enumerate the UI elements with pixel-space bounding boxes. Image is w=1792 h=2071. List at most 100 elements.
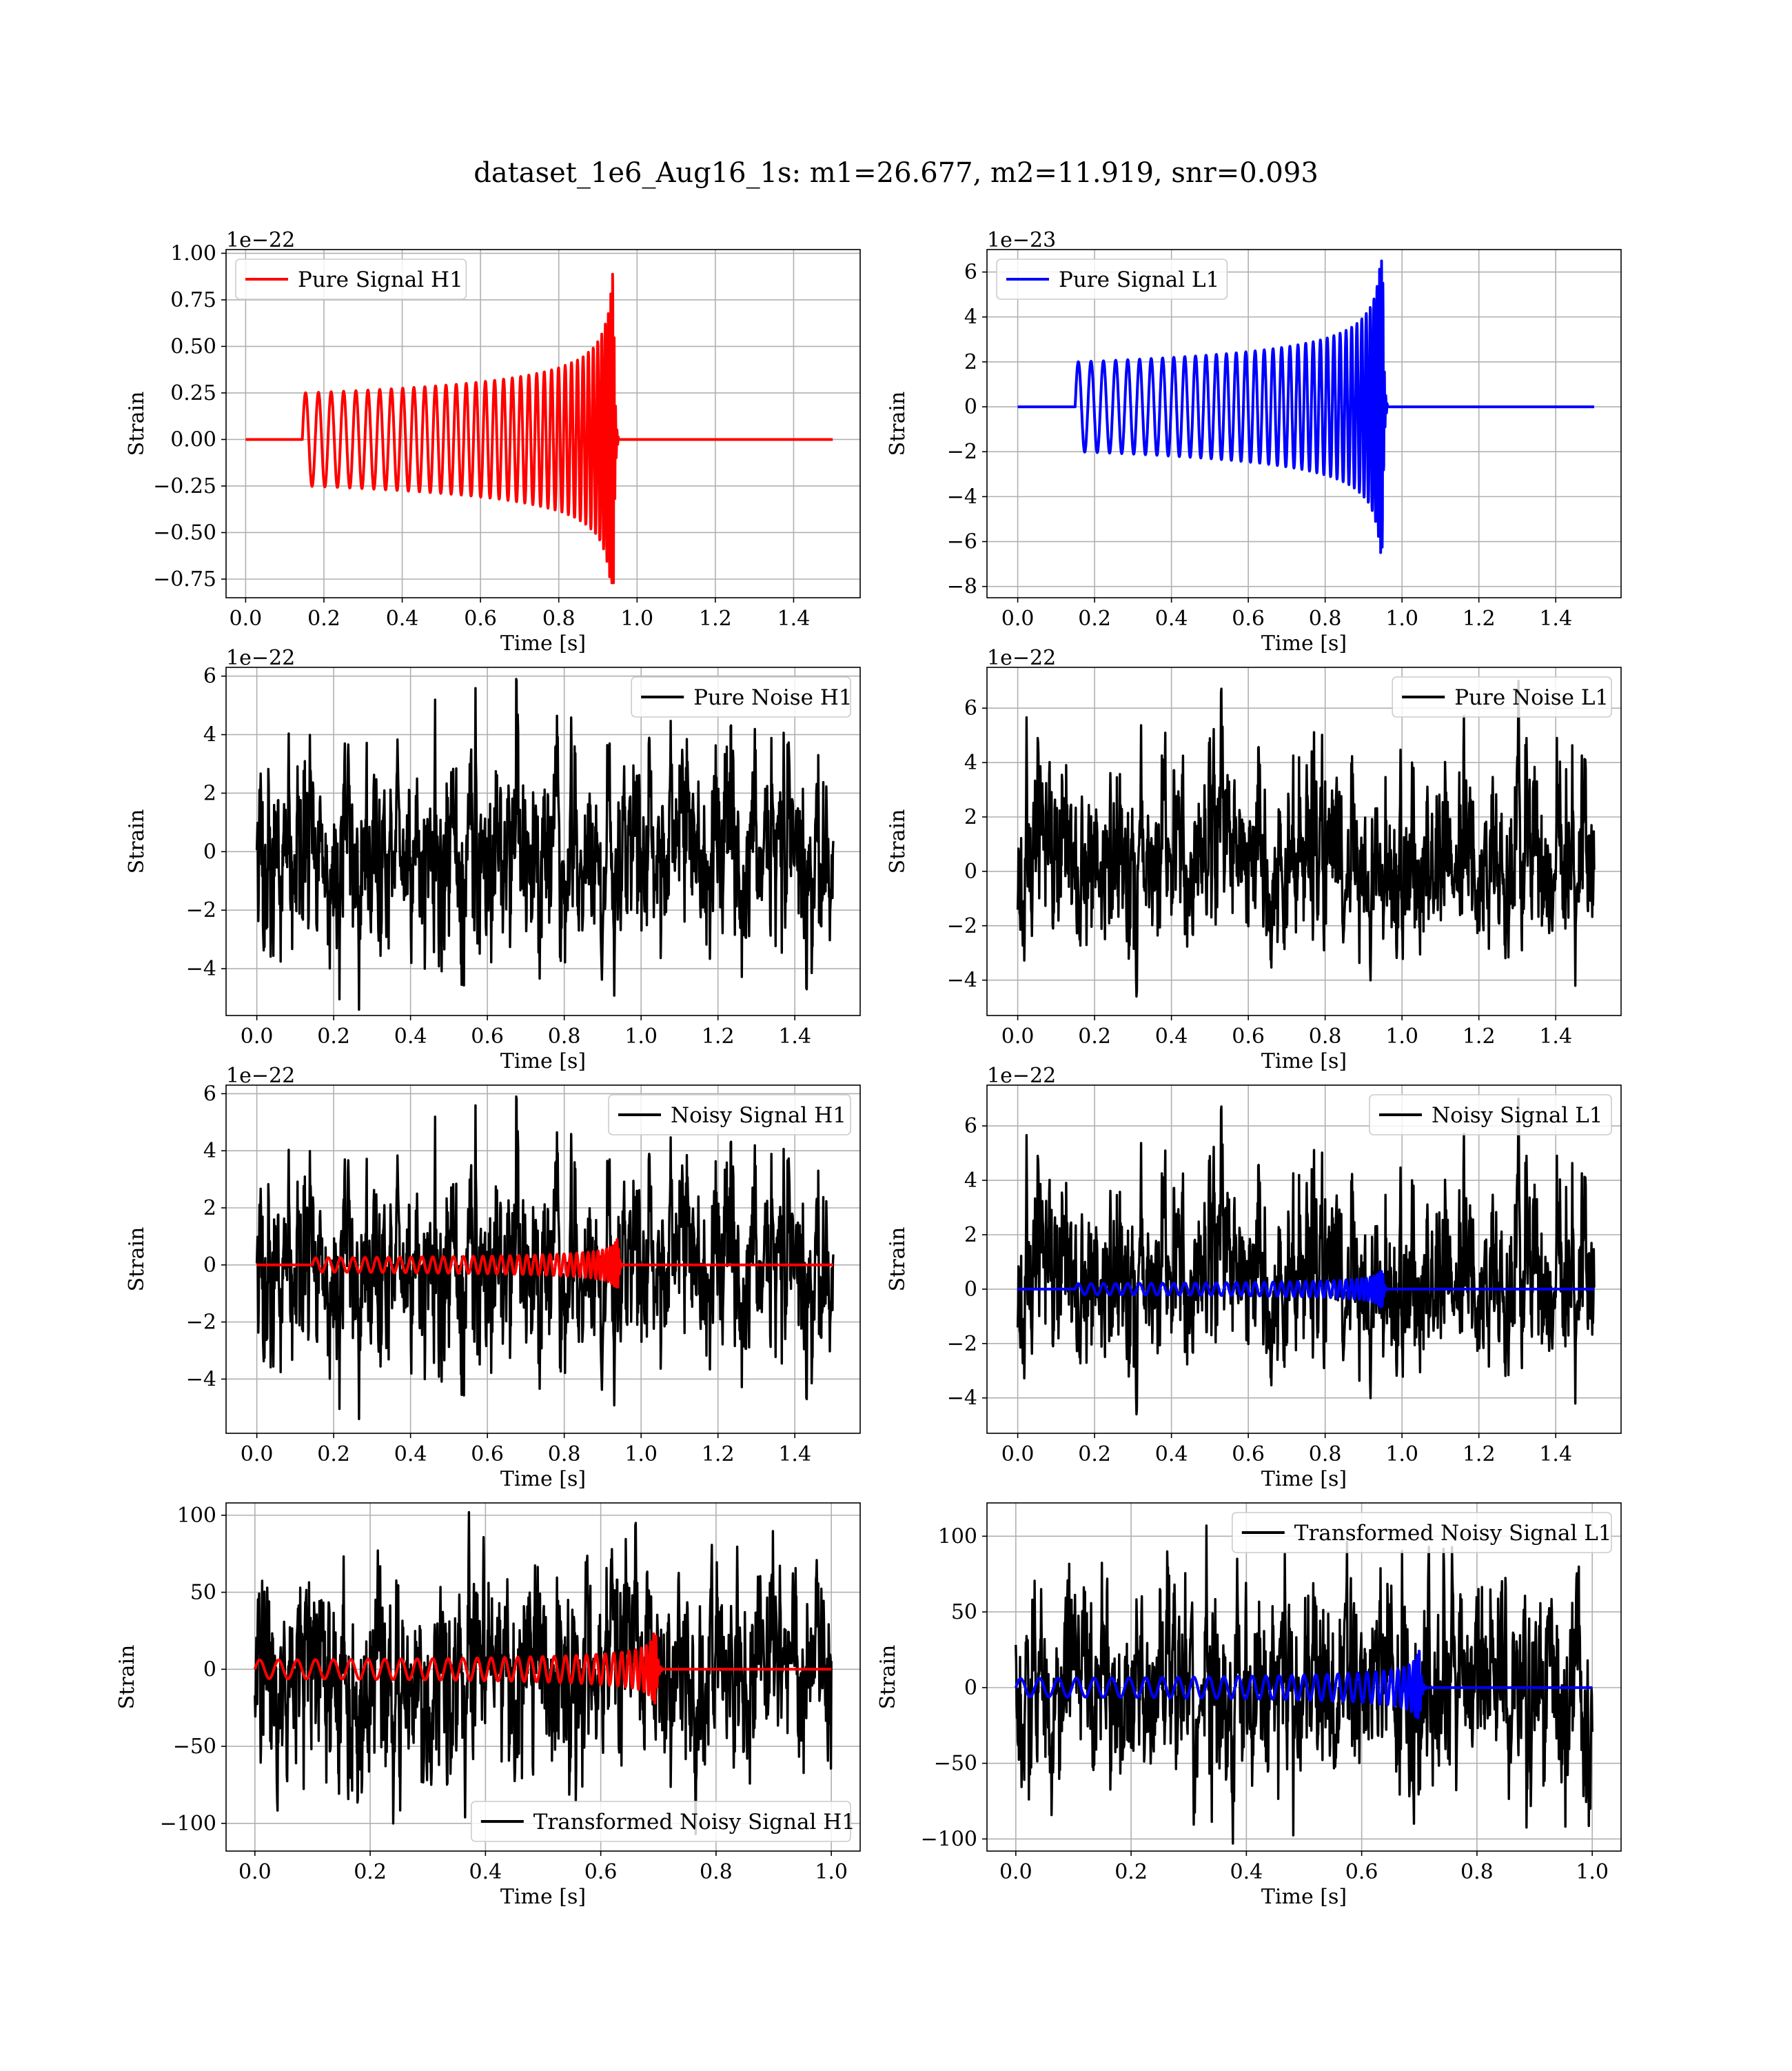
- axis-offset-text: 1e−22: [987, 646, 1056, 670]
- x-tick-label: 0.6: [1232, 1024, 1265, 1049]
- x-tick-label: 0.8: [1309, 1442, 1342, 1466]
- legend: Pure Noise H1: [631, 676, 853, 718]
- x-axis-label: Time [s]: [1261, 1467, 1347, 1491]
- axes-frame: [986, 667, 1622, 1016]
- series-line-transformed-noisy-signal-h1: [254, 1511, 833, 1836]
- y-tick-label: 4: [964, 1169, 977, 1193]
- y-tick-label: 6: [203, 665, 216, 689]
- x-tick-label: 0.6: [1345, 1860, 1378, 1884]
- x-tick-label: 0.2: [354, 1860, 387, 1884]
- x-tick-label: 0.8: [548, 1442, 581, 1466]
- axis-offset-text: 1e−22: [226, 646, 295, 670]
- y-axis-label: Strain: [125, 809, 149, 874]
- x-tick-label: 1.0: [1576, 1860, 1609, 1884]
- y-tick-label: 1.00: [170, 241, 216, 265]
- y-tick-label: −4: [947, 485, 977, 509]
- noisy-signal-l1-panel: 0.0 0.2 0.4 0.6 0.8 1.0 1.2 1.4 −4 −2 0 2 4 6 Time [s]…: [886, 1064, 1622, 1491]
- series-line-chirp-overlay: [1014, 1649, 1594, 1719]
- axis-offset-text: 1e−22: [226, 1064, 295, 1088]
- x-tick-label: 0.6: [1232, 607, 1265, 631]
- y-tick-label: −2: [947, 1332, 977, 1356]
- pure-signal-h1-panel: 0.0 0.2 0.4 0.6 0.8 1.0 1.2 1.4 −0.75 −0.50 −0.25 0…: [125, 228, 861, 656]
- legend-label: Pure Signal L1: [1059, 267, 1219, 292]
- y-axis-label: Strain: [886, 392, 910, 456]
- x-tick-label: 0.2: [307, 607, 340, 631]
- x-tick-label: 0.0: [1001, 607, 1035, 631]
- x-tick-label: 0.8: [542, 607, 576, 631]
- x-tick-label: 1.4: [777, 607, 811, 631]
- y-tick-label: 2: [964, 805, 977, 829]
- x-tick-label: 0.6: [1232, 1442, 1265, 1466]
- x-tick-label: 0.4: [394, 1024, 427, 1049]
- series-line-pure-noise-h1: [255, 678, 835, 1011]
- y-tick-label: −2: [186, 898, 216, 922]
- y-tick-label: 0: [964, 395, 977, 419]
- legend: Pure Signal H1: [235, 259, 467, 300]
- x-axis-label: Time [s]: [1261, 1049, 1347, 1073]
- x-tick-label: 0.0: [230, 607, 263, 631]
- y-tick-label: 0.75: [170, 288, 216, 312]
- y-tick-label: −4: [947, 1386, 977, 1411]
- y-tick-label: −2: [947, 440, 977, 464]
- axes-frame: [225, 249, 861, 598]
- legend: Noisy Signal H1: [608, 1094, 851, 1135]
- axes-frame: [225, 1502, 861, 1852]
- x-tick-label: 1.4: [1539, 1442, 1572, 1466]
- x-tick-label: 0.0: [1001, 1024, 1035, 1049]
- axis-offset-text: 1e−23: [987, 228, 1056, 252]
- y-tick-label: 2: [964, 1223, 977, 1247]
- legend: Pure Signal L1: [996, 259, 1228, 300]
- y-axis-label: Strain: [125, 1227, 149, 1292]
- legend-label: Pure Signal H1: [298, 267, 463, 292]
- x-tick-label: 0.4: [386, 607, 419, 631]
- x-tick-label: 1.2: [699, 607, 732, 631]
- series-line-chirp-overlay: [253, 1632, 833, 1705]
- y-tick-label: 50: [190, 1581, 216, 1605]
- x-tick-label: 0.4: [1230, 1860, 1263, 1884]
- legend-label: Pure Noise H1: [693, 685, 852, 710]
- y-tick-label: −2: [947, 914, 977, 938]
- x-tick-label: 1.2: [702, 1024, 735, 1049]
- x-tick-label: 1.4: [778, 1024, 811, 1049]
- y-tick-label: 0.50: [170, 334, 216, 358]
- x-tick-label: 1.2: [1463, 607, 1496, 631]
- axis-offset-text: 1e−22: [226, 228, 295, 252]
- transformed-noisy-signal-l1-panel: 0.0 0.2 0.4 0.6 0.8 1.0 −100 −50 0 50 100 Time [s] S…: [876, 1502, 1622, 1909]
- pure-signal-l1-panel: 0.0 0.2 0.4 0.6 0.8 1.0 1.2 1.4 −8 −6 −4 −2 0 2 4 6 Time…: [886, 228, 1622, 656]
- legend-label: Transformed Noisy Signal L1: [1294, 1521, 1612, 1546]
- y-tick-label: 0: [203, 1657, 216, 1681]
- x-tick-label: 0.6: [464, 607, 497, 631]
- x-tick-label: 0.6: [584, 1860, 618, 1884]
- pure-noise-l1-panel: 0.0 0.2 0.4 0.6 0.8 1.0 1.2 1.4 −4 −2 0 2 4 6 Time [s]…: [886, 646, 1622, 1073]
- legend-label: Pure Noise L1: [1454, 685, 1609, 710]
- x-tick-label: 1.0: [624, 1024, 658, 1049]
- x-tick-label: 1.4: [1539, 607, 1572, 631]
- y-tick-label: 6: [203, 1082, 216, 1106]
- x-tick-label: 1.2: [1463, 1442, 1496, 1466]
- legend-label: Noisy Signal H1: [671, 1103, 846, 1128]
- x-tick-label: 0.2: [1114, 1860, 1148, 1884]
- x-axis-label: Time [s]: [1261, 1885, 1347, 1909]
- pure-noise-h1-panel: 0.0 0.2 0.4 0.6 0.8 1.0 1.2 1.4 −4 −2 0 2 4 6 Time [s]…: [125, 646, 861, 1073]
- y-tick-label: −6: [947, 530, 977, 554]
- x-tick-label: 0.2: [317, 1442, 350, 1466]
- y-tick-label: −50: [934, 1752, 977, 1776]
- x-tick-label: 0.0: [241, 1442, 274, 1466]
- legend: Transformed Noisy Signal L1: [1232, 1512, 1612, 1553]
- legend: Pure Noise L1: [1392, 676, 1612, 718]
- x-tick-label: 0.4: [394, 1442, 427, 1466]
- x-tick-label: 1.4: [1539, 1024, 1572, 1049]
- y-tick-label: −100: [921, 1827, 977, 1851]
- x-tick-label: 0.0: [238, 1860, 272, 1884]
- x-tick-label: 0.8: [1309, 607, 1342, 631]
- y-tick-label: 6: [964, 261, 977, 285]
- y-tick-label: −2: [186, 1311, 216, 1335]
- x-tick-label: 0.8: [1309, 1024, 1342, 1049]
- transformed-noisy-signal-h1-panel: 0.0 0.2 0.4 0.6 0.8 1.0 −100 −50 0 50 100 Time [s] S…: [115, 1502, 861, 1909]
- x-tick-label: 0.6: [471, 1024, 504, 1049]
- x-tick-label: 0.2: [1078, 1024, 1111, 1049]
- axes-frame: [986, 249, 1622, 598]
- y-axis-label: Strain: [115, 1645, 139, 1710]
- axes-frame: [986, 1502, 1622, 1852]
- y-axis-label: Strain: [876, 1645, 900, 1710]
